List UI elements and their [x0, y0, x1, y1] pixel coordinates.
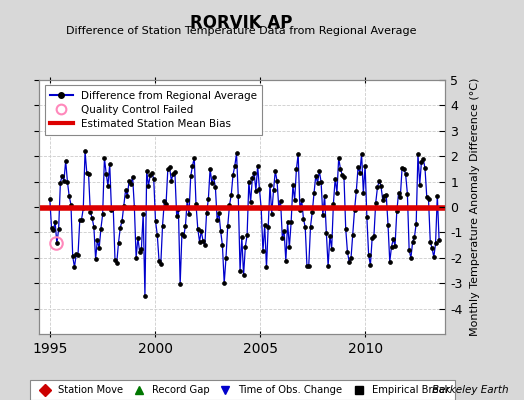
Legend: Station Move, Record Gap, Time of Obs. Change, Empirical Break: Station Move, Record Gap, Time of Obs. C… [30, 380, 455, 400]
Text: Difference of Station Temperature Data from Regional Average: Difference of Station Temperature Data f… [66, 26, 416, 36]
Text: Berkeley Earth: Berkeley Earth [432, 385, 508, 395]
Text: RORVIK AP: RORVIK AP [190, 14, 292, 32]
Y-axis label: Monthly Temperature Anomaly Difference (°C): Monthly Temperature Anomaly Difference (… [470, 78, 479, 336]
